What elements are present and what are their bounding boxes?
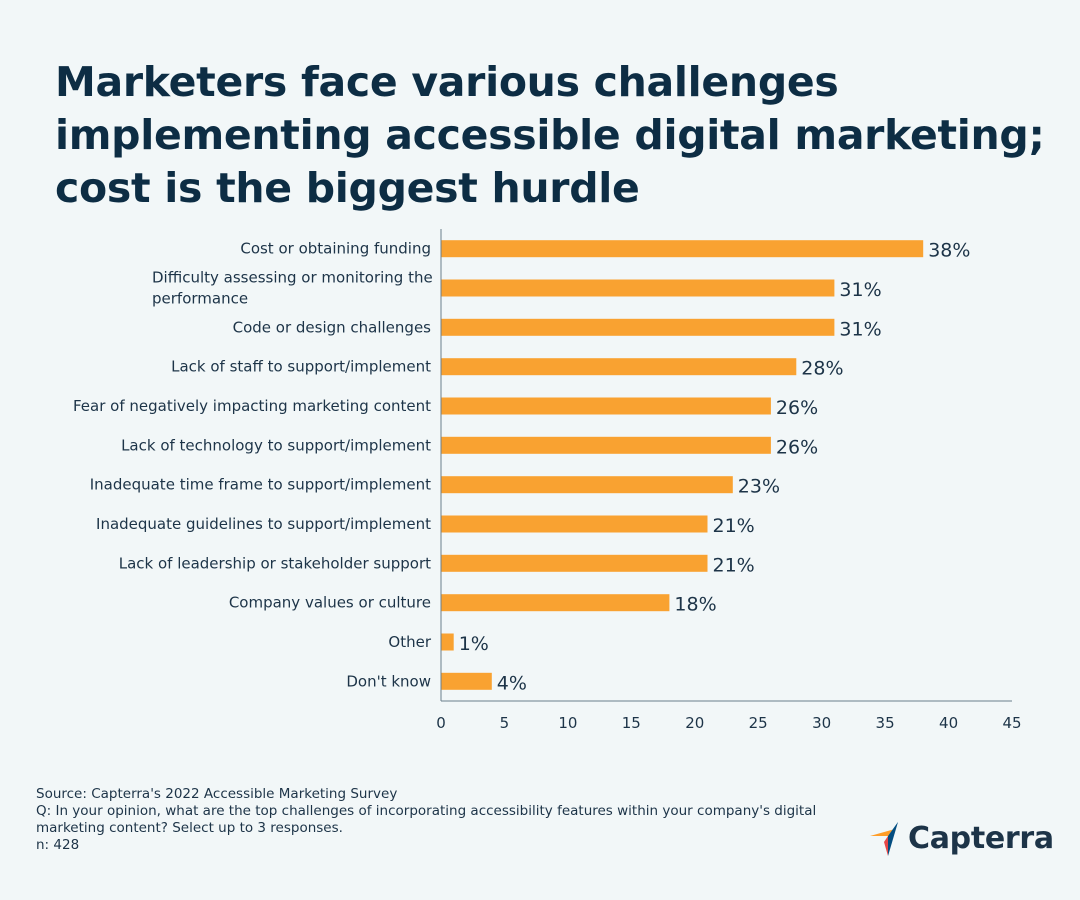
category-label-3: Lack of staff to support/implement [171,358,431,376]
capterra-logo: Capterra [868,818,1054,862]
value-label-7: 21% [713,515,755,537]
value-label-3: 28% [801,358,843,380]
bar-7 [441,515,708,533]
category-label-9: Company values or culture [229,594,431,612]
x-tick-label-2: 10 [558,714,577,732]
capterra-logo-text: Capterra [908,821,1054,856]
sample-size: n: 428 [36,837,80,853]
category-label-1: Difficulty assessing or monitoring the pe… [152,269,433,308]
bar-8 [441,554,708,572]
value-label-0: 38% [928,240,970,262]
bar-chart: Cost or obtaining funding Difficulty asse… [73,229,1022,732]
category-labels: Cost or obtaining funding Difficulty asse… [73,240,433,691]
bar-3 [441,358,797,376]
source-line: Source: Capterra's 2022 Accessible Marke… [36,786,398,802]
title-line-2: implementing accessible digital marketin… [55,111,1045,159]
x-tick-label-1: 5 [500,714,510,732]
chart-title: Marketers face various challenges implem… [55,56,1055,215]
category-label-0: Cost or obtaining funding [240,240,431,258]
bar-10 [441,633,454,651]
value-label-8: 21% [713,554,755,576]
category-label-7: Inadequate guidelines to support/impleme… [96,515,431,533]
bar-2 [441,318,835,336]
category-label-4: Fear of negatively impacting marketing c… [73,397,431,415]
x-tick-label-9: 45 [1002,714,1021,732]
x-tick-label-3: 15 [622,714,641,732]
x-tick-label-8: 40 [939,714,958,732]
bar-0 [441,240,924,258]
x-tick-label-7: 35 [876,714,895,732]
bar-4 [441,397,771,415]
value-label-4: 26% [776,397,818,419]
bar-6 [441,476,733,494]
value-label-9: 18% [674,594,716,616]
bars-group [441,240,924,690]
x-tick-label-0: 0 [436,714,446,732]
bar-1 [441,279,835,297]
value-label-10: 1% [459,633,489,655]
value-labels: 38% 31% 31% 28% 26% 26% 23% 21% 21% 18% 1% 4% [459,240,971,695]
value-label-5: 26% [776,436,818,458]
bar-5 [441,436,771,454]
bar-11 [441,672,492,690]
category-label-6: Inadequate time frame to support/impleme… [90,476,431,494]
category-label-2: Code or design challenges [233,318,432,336]
category-label-10: Other [388,633,431,651]
category-label-5: Lack of technology to support/implement [121,436,431,454]
title-line-3: cost is the biggest hurdle [55,164,640,212]
capterra-logo-icon [870,822,898,856]
category-label-11: Don't know [346,672,431,690]
x-tick-label-6: 30 [812,714,831,732]
question-line: Q: In your opinion, what are the top cha… [36,803,817,819]
value-label-6: 23% [738,476,780,498]
value-label-11: 4% [497,672,527,694]
value-label-1: 31% [839,279,881,301]
value-label-2: 31% [839,318,881,340]
x-axis-ticks: 0 5 10 15 20 25 30 35 40 45 [436,714,1021,732]
question-line-2: marketing content? Select up to 3 respon… [36,820,343,836]
source-notes: Source: Capterra's 2022 Accessible Marke… [36,786,836,854]
x-tick-label-5: 25 [749,714,768,732]
bar-9 [441,594,670,612]
category-label-8: Lack of leadership or stakeholder suppor… [119,554,431,572]
title-line-1: Marketers face various challenges [55,58,839,106]
x-tick-label-4: 20 [685,714,704,732]
